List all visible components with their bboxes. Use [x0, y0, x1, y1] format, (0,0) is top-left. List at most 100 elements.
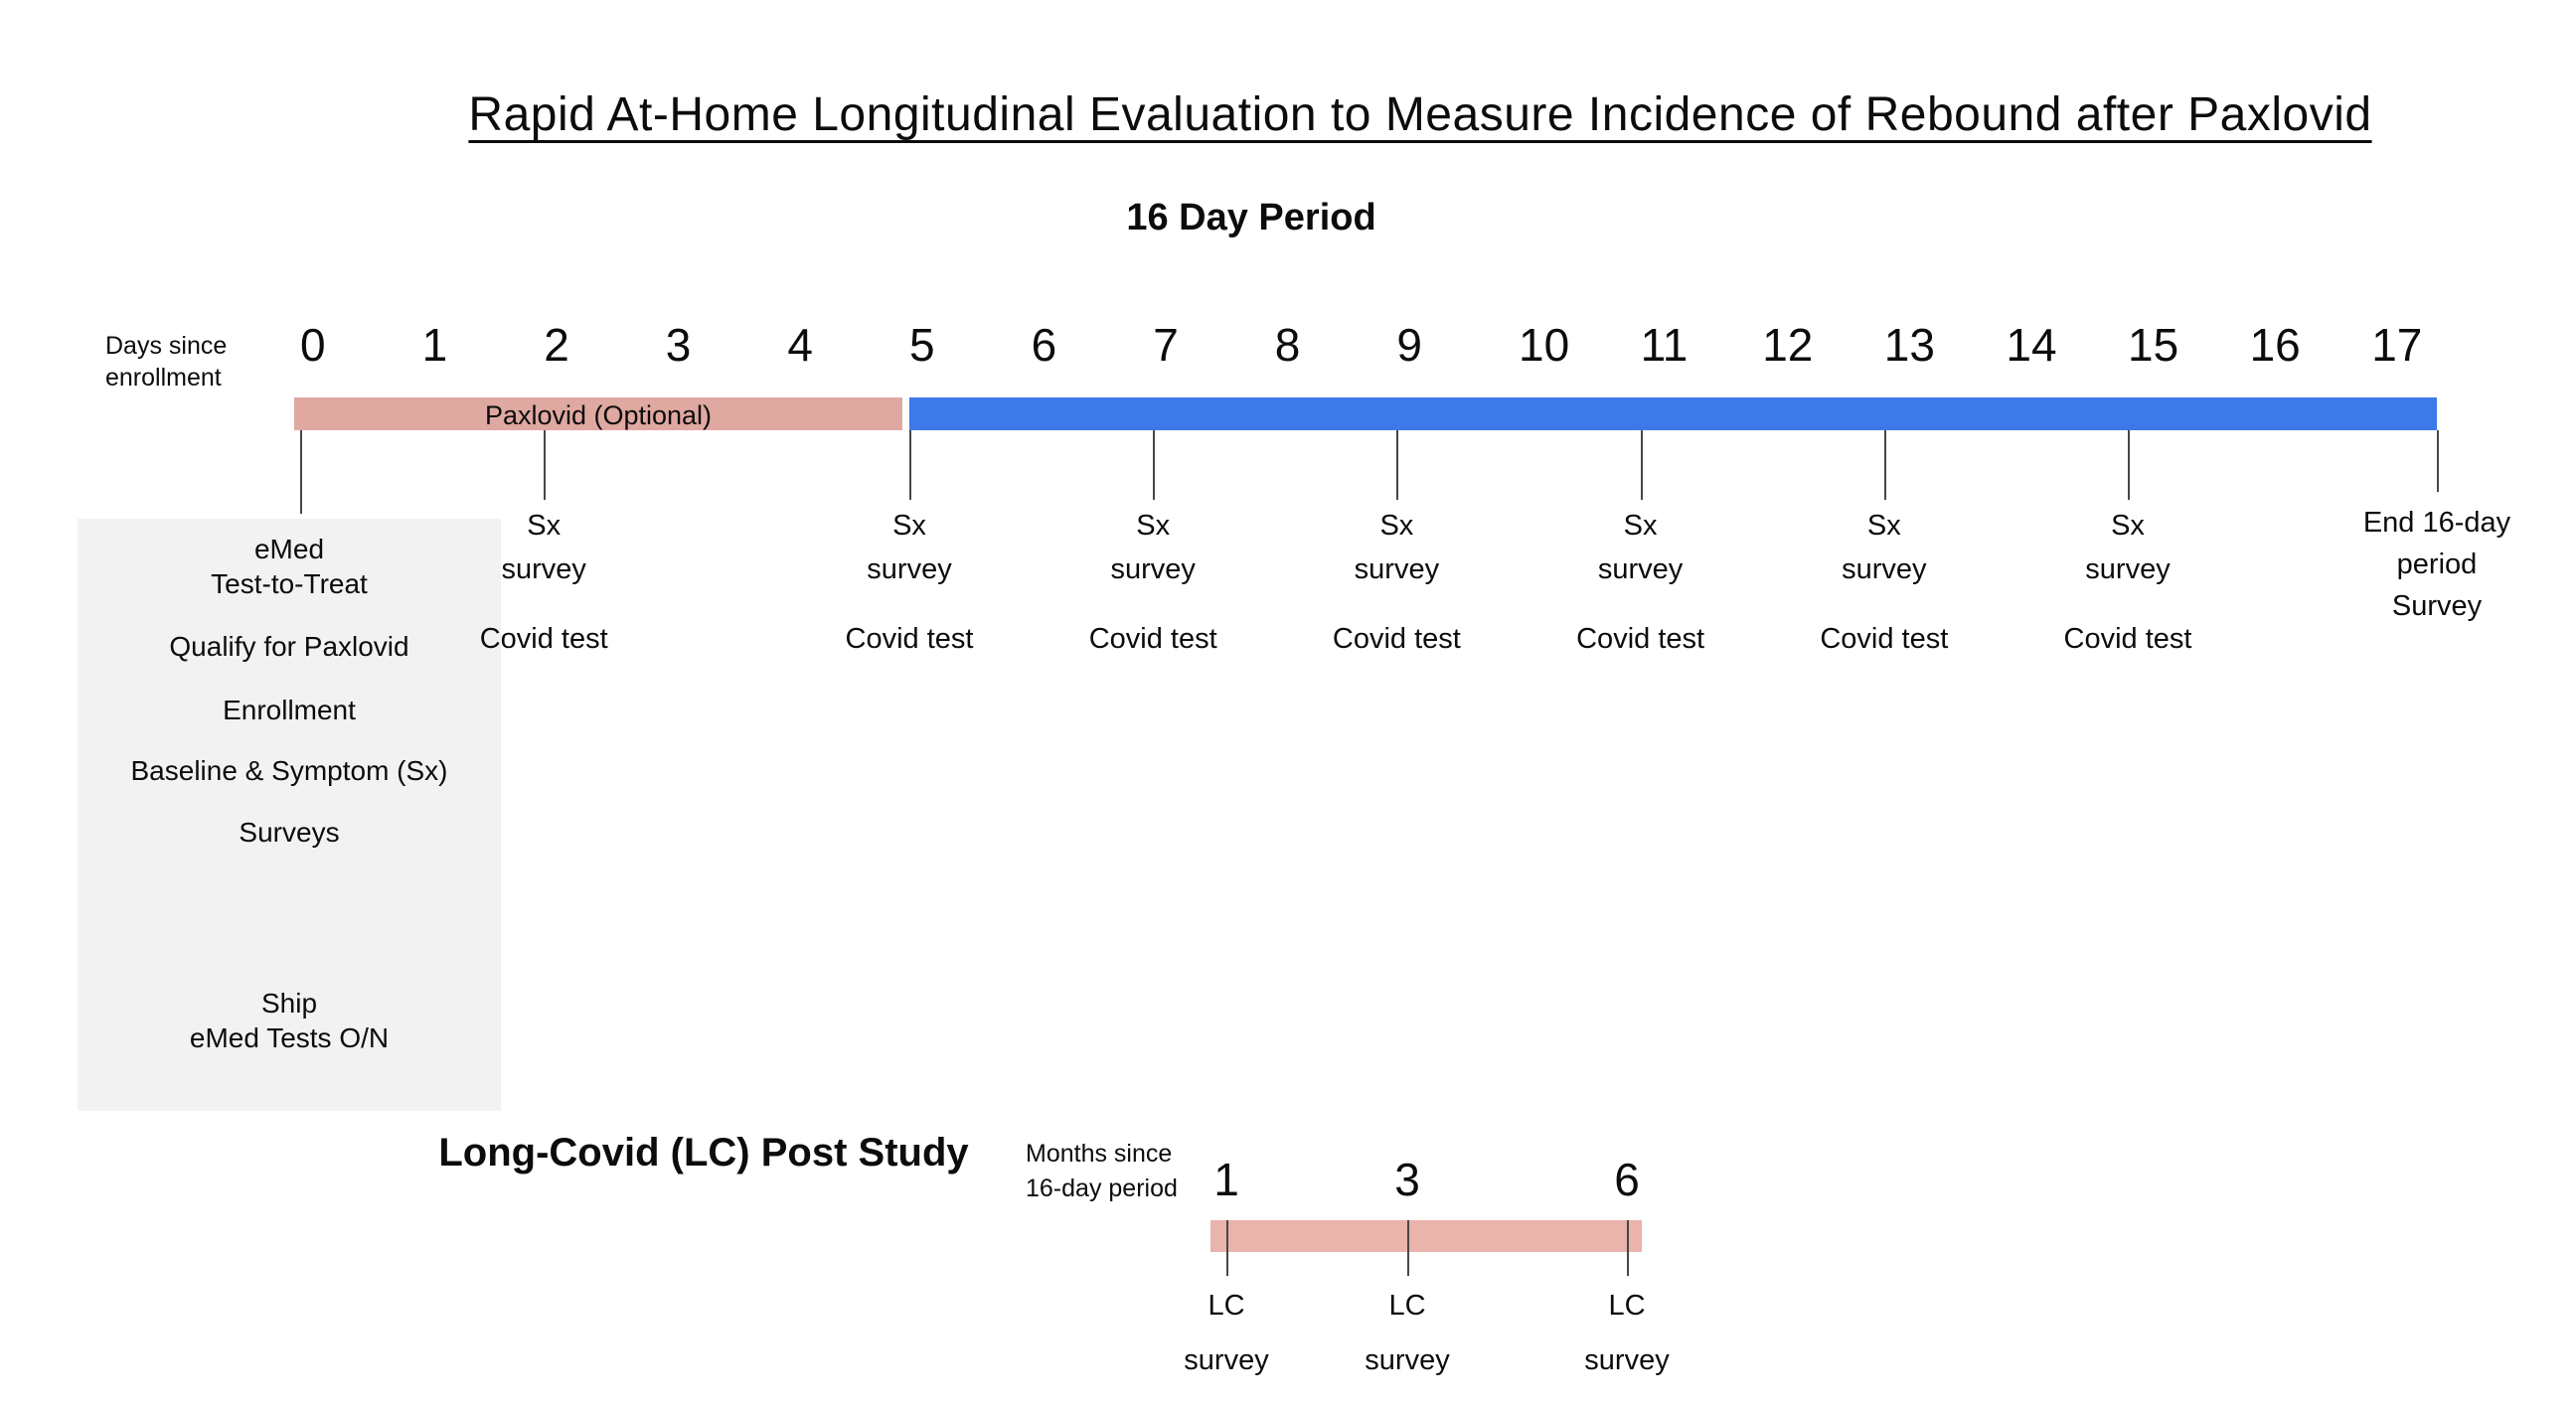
sx-survey-label-line1: Sx — [2111, 510, 2145, 542]
enrollment-item: eMed Test-to-Treat — [78, 532, 501, 601]
enrollment-item-line: eMed — [253, 534, 325, 564]
covid-test-label: Covid test — [479, 623, 608, 655]
day-number: 11 — [1640, 319, 1689, 371]
paxlovid-bar — [294, 397, 902, 430]
timeline-tick — [909, 430, 911, 500]
lc-month-number: 6 — [1614, 1154, 1640, 1205]
day-number: 14 — [2006, 319, 2057, 371]
survey-column: Sx survey Covid test — [2064, 504, 2192, 661]
lc-survey-label-line1: LC — [1208, 1290, 1245, 1322]
enrollment-item-line: Ship — [260, 988, 318, 1019]
day-number: 7 — [1153, 319, 1179, 371]
lc-survey-label-line1: LC — [1388, 1290, 1426, 1322]
lc-tick — [1627, 1220, 1629, 1276]
days-axis-label-line2: enrollment — [105, 364, 222, 392]
day-number: 5 — [909, 319, 935, 371]
survey-column: Sx survey Covid test — [1333, 504, 1461, 661]
survey-column: Sx survey Covid test — [480, 504, 608, 661]
sx-survey-label-line2: survey — [501, 553, 586, 585]
sx-survey-label-line1: Sx — [892, 510, 926, 542]
enrollment-item-line: Test-to-Treat — [211, 568, 368, 599]
survey-column: Sx survey Covid test — [1089, 504, 1217, 661]
day-number: 16 — [2249, 319, 2301, 371]
lc-survey-label-line2: survey — [1584, 1344, 1670, 1376]
enrollment-item: Qualify for Paxlovid — [78, 629, 501, 664]
day-number: 9 — [1396, 319, 1422, 371]
day-number: 1 — [421, 319, 448, 371]
sx-survey-label-line1: Sx — [1623, 510, 1658, 542]
day-number: 8 — [1274, 319, 1301, 371]
days-axis-label-line1: Days since — [105, 332, 228, 360]
sx-survey-label-line2: survey — [2085, 553, 2171, 585]
covid-test-label: Covid test — [845, 623, 974, 655]
lc-month-number: 3 — [1394, 1154, 1420, 1205]
long-covid-title: Long-Covid (LC) Post Study — [438, 1131, 969, 1175]
end-period-line3: Survey — [2391, 590, 2483, 622]
enrollment-item-line: Qualify for Paxlovid — [169, 631, 409, 662]
sx-survey-label-line1: Sx — [1379, 510, 1414, 542]
months-axis-label: Months since 16-day period — [1026, 1137, 1178, 1206]
days-axis-label: Days since enrollment — [105, 330, 227, 393]
lc-tick — [1226, 1220, 1228, 1276]
sx-survey-label-line1: Sx — [1866, 510, 1901, 542]
day-number: 3 — [665, 319, 692, 371]
lc-survey-column: LC survey — [1184, 1290, 1268, 1377]
timeline-tick — [1883, 430, 1886, 500]
end-period-line1: End 16-day — [2362, 507, 2511, 539]
enrollment-item: Baseline & Symptom (Sx) — [78, 753, 501, 788]
day-number: 6 — [1031, 319, 1057, 371]
covid-test-label: Covid test — [1332, 623, 1461, 655]
enrollment-item: Enrollment — [78, 693, 501, 727]
end-period-column: End 16-day period Survey — [2363, 502, 2510, 627]
covid-test-label: Covid test — [1088, 623, 1217, 655]
lc-survey-column: LC survey — [1365, 1290, 1449, 1377]
survey-column: Sx survey Covid test — [1576, 504, 1704, 661]
survey-column: Sx survey Covid test — [846, 504, 974, 661]
covid-test-label: Covid test — [1820, 623, 1949, 655]
months-axis-label-line1: Months since — [1026, 1140, 1173, 1168]
timeline-tick — [1153, 430, 1156, 500]
day-number: 12 — [1762, 319, 1814, 371]
lc-survey-label-line2: survey — [1184, 1344, 1269, 1376]
enrollment-item: Ship eMed Tests O/N — [78, 986, 501, 1055]
enrollment-item-line: Enrollment — [223, 695, 356, 725]
sx-survey-label-line1: Sx — [527, 510, 562, 542]
months-axis-label-line2: 16-day period — [1026, 1175, 1178, 1202]
observation-period-bar — [909, 397, 2437, 430]
end-period-line2: period — [2396, 549, 2478, 580]
paxlovid-bar-label: Paxlovid (Optional) — [484, 400, 713, 430]
lc-survey-label-line2: survey — [1365, 1344, 1450, 1376]
lc-tick — [1407, 1220, 1409, 1276]
sx-survey-label-line1: Sx — [1136, 510, 1171, 542]
sx-survey-label-line2: survey — [867, 553, 952, 585]
long-covid-bar — [1210, 1220, 1642, 1252]
day-number: 4 — [787, 319, 813, 371]
timeline-tick — [1640, 430, 1643, 500]
enrollment-activities-box: eMed Test-to-Treat Qualify for Paxlovid Enr… — [78, 519, 501, 1111]
enrollment-item: Surveys — [78, 815, 501, 850]
timeline-tick — [300, 430, 302, 514]
enrollment-item-line: Surveys — [239, 817, 340, 848]
sx-survey-label-line2: survey — [1842, 553, 1927, 585]
sx-survey-label-line2: survey — [1110, 553, 1196, 585]
day-number: 15 — [2128, 319, 2179, 371]
figure-title: Rapid At-Home Longitudinal Evaluation to… — [468, 88, 2372, 141]
covid-test-label: Covid test — [2063, 623, 2192, 655]
timeline-tick — [1396, 430, 1399, 500]
survey-column: Sx survey Covid test — [1820, 504, 1948, 661]
day-number: 10 — [1519, 319, 1570, 371]
timeline-tick — [544, 430, 547, 500]
timeline-tick — [2128, 430, 2130, 500]
lc-month-number: 1 — [1213, 1154, 1239, 1205]
enrollment-item-line: Baseline & Symptom (Sx) — [130, 755, 448, 786]
day-number: 0 — [300, 319, 326, 371]
lc-survey-label-line1: LC — [1608, 1290, 1646, 1322]
day-number: 2 — [544, 319, 569, 371]
day-number: 17 — [2371, 319, 2423, 371]
timeline-end-tick — [2437, 430, 2439, 492]
lc-survey-column: LC survey — [1584, 1290, 1669, 1377]
period-subtitle: 16 Day Period — [1126, 197, 1376, 238]
covid-test-label: Covid test — [1576, 623, 1705, 655]
sx-survey-label-line2: survey — [1597, 553, 1684, 585]
